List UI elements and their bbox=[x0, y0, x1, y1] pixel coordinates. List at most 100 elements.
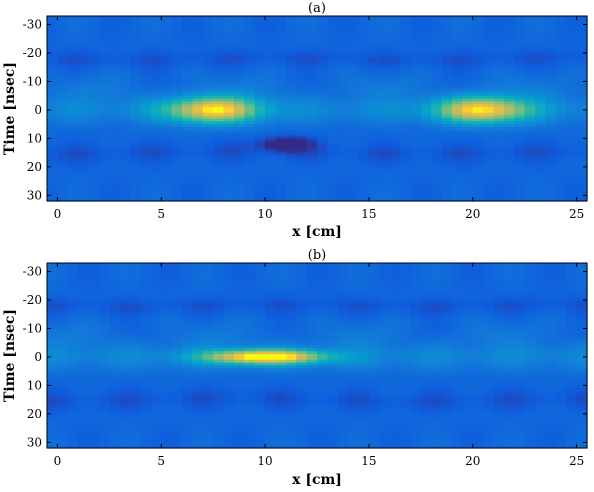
heatmap-cell bbox=[233, 345, 245, 349]
heatmap-cell bbox=[161, 132, 173, 137]
heatmap-cell bbox=[78, 311, 90, 315]
heatmap-cell bbox=[202, 356, 214, 361]
heatmap-cell bbox=[306, 149, 318, 154]
heatmap-cell bbox=[213, 445, 225, 449]
heatmap-cell bbox=[368, 50, 380, 54]
heatmap-cell bbox=[171, 345, 183, 349]
heatmap-cell bbox=[275, 21, 287, 26]
heatmap-cell bbox=[233, 425, 245, 429]
heatmap-cell bbox=[140, 314, 152, 318]
heatmap-cell bbox=[285, 81, 297, 85]
heatmap-cell bbox=[555, 53, 567, 57]
heatmap-cell bbox=[161, 195, 173, 199]
heatmap-cell bbox=[327, 129, 339, 134]
heatmap-cell bbox=[140, 291, 152, 295]
heatmap-cell bbox=[182, 189, 193, 194]
heatmap-cell bbox=[223, 64, 235, 68]
heatmap-cell bbox=[192, 268, 204, 273]
heatmap-cell bbox=[420, 132, 432, 137]
heatmap-cell bbox=[483, 30, 495, 34]
heatmap-cell bbox=[524, 58, 536, 63]
heatmap-cell bbox=[431, 158, 443, 162]
heatmap-cell bbox=[171, 24, 183, 28]
heatmap-cell bbox=[410, 87, 422, 91]
heatmap-cell bbox=[161, 104, 173, 108]
heatmap-cell bbox=[150, 263, 162, 267]
heatmap-cell bbox=[410, 166, 422, 171]
heatmap-cell bbox=[535, 75, 547, 80]
heatmap-cell bbox=[223, 348, 235, 352]
heatmap-cell bbox=[285, 149, 297, 154]
heatmap-cell bbox=[47, 132, 58, 137]
heatmap-cell bbox=[213, 124, 225, 128]
heatmap-cell bbox=[275, 195, 287, 199]
heatmap-cell bbox=[223, 439, 235, 443]
heatmap-cell bbox=[483, 81, 495, 85]
heatmap-cell bbox=[171, 47, 183, 51]
heatmap-cell bbox=[462, 38, 474, 43]
heatmap-cell bbox=[285, 274, 297, 278]
heatmap-cell bbox=[462, 70, 474, 74]
heatmap-cell bbox=[555, 44, 567, 48]
heatmap-cell bbox=[130, 24, 142, 28]
heatmap-cell bbox=[420, 144, 432, 148]
heatmap-cell bbox=[98, 302, 110, 307]
heatmap-cell bbox=[223, 368, 235, 372]
heatmap-cell bbox=[493, 141, 505, 145]
heatmap-cell bbox=[285, 58, 297, 63]
heatmap-cell bbox=[223, 72, 235, 77]
heatmap-cell bbox=[265, 416, 277, 421]
heatmap-cell bbox=[98, 425, 110, 429]
heatmap-cell bbox=[368, 18, 380, 23]
heatmap-cell bbox=[182, 388, 193, 392]
heatmap-cell bbox=[140, 411, 152, 415]
heatmap-cell bbox=[348, 78, 360, 83]
heatmap-cell bbox=[306, 55, 318, 60]
heatmap-cell bbox=[244, 152, 256, 157]
heatmap-cell bbox=[223, 419, 235, 423]
heatmap-cell bbox=[47, 263, 58, 267]
heatmap-cell bbox=[555, 152, 567, 157]
heatmap-cell bbox=[78, 294, 90, 298]
heatmap-cell bbox=[275, 328, 287, 332]
heatmap-cell bbox=[337, 127, 349, 131]
heatmap-cell bbox=[244, 356, 256, 361]
heatmap-cell bbox=[337, 161, 349, 165]
heatmap-cell bbox=[368, 58, 380, 63]
heatmap-cell bbox=[192, 300, 204, 304]
heatmap-cell bbox=[130, 70, 142, 74]
heatmap-cell bbox=[483, 183, 495, 188]
heatmap-cell bbox=[410, 135, 422, 139]
heatmap-cell bbox=[535, 41, 547, 46]
heatmap-cell bbox=[182, 132, 193, 137]
heatmap-cell bbox=[472, 64, 484, 68]
heatmap-cell bbox=[78, 78, 90, 83]
heatmap-cell bbox=[420, 78, 432, 83]
heatmap-cell bbox=[192, 396, 204, 401]
heatmap-cell bbox=[161, 408, 173, 412]
heatmap-cell bbox=[244, 41, 256, 46]
heatmap-cell bbox=[275, 138, 287, 142]
heatmap-cell bbox=[389, 92, 401, 97]
heatmap-cell bbox=[130, 393, 142, 398]
heatmap-cell bbox=[348, 112, 360, 117]
heatmap-cell bbox=[244, 334, 256, 338]
heatmap-cell bbox=[275, 90, 287, 94]
heatmap-cell bbox=[265, 27, 277, 31]
heatmap-cell bbox=[57, 263, 69, 267]
heatmap-cell bbox=[462, 16, 474, 20]
heatmap-cell bbox=[150, 282, 162, 287]
heatmap-cell bbox=[182, 18, 193, 23]
heatmap-cell bbox=[576, 70, 588, 74]
heatmap-cell bbox=[462, 87, 474, 91]
heatmap-cell bbox=[566, 172, 578, 176]
heatmap-cell bbox=[545, 41, 557, 46]
heatmap-cell bbox=[368, 112, 380, 117]
heatmap-cell bbox=[109, 430, 121, 435]
heatmap-cell bbox=[119, 178, 131, 182]
heatmap-cell bbox=[327, 75, 339, 80]
heatmap-cell bbox=[254, 124, 266, 128]
heatmap-cell bbox=[368, 53, 380, 57]
heatmap-cell bbox=[213, 416, 225, 421]
heatmap-cell bbox=[202, 161, 214, 165]
